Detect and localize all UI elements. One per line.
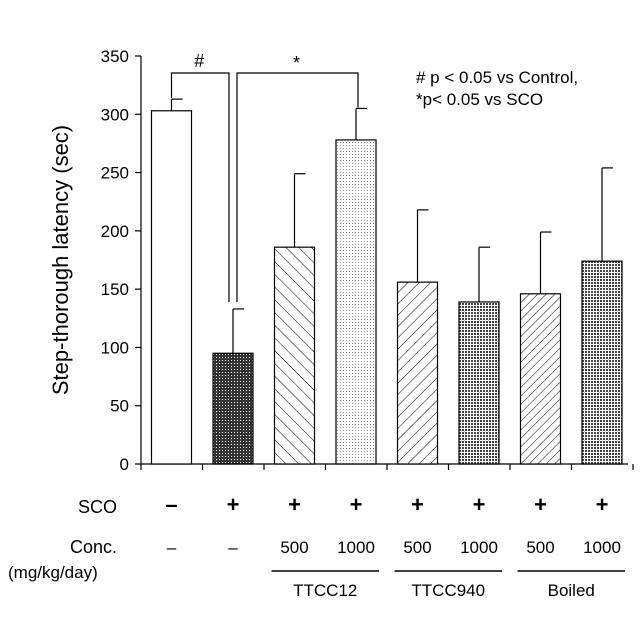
- conc-value: –: [228, 538, 238, 557]
- bar: [398, 282, 438, 464]
- sco-value: +: [534, 492, 547, 517]
- conc-value: 500: [403, 538, 431, 557]
- y-tick-label: 300: [101, 105, 129, 124]
- y-tick-label: 200: [101, 222, 129, 241]
- bar: [152, 111, 192, 464]
- conc-value: –: [167, 538, 177, 557]
- y-tick-label: 250: [101, 164, 129, 183]
- sco-value: +: [473, 492, 486, 517]
- bar: [459, 302, 499, 464]
- sco-value: –: [165, 492, 177, 517]
- sco-value: +: [227, 492, 240, 517]
- group-label: TTCC12: [293, 581, 357, 600]
- bar: [275, 247, 315, 464]
- group-label: TTCC940: [411, 581, 485, 600]
- sco-value: +: [350, 492, 363, 517]
- sco-value: +: [596, 492, 609, 517]
- y-tick-label: 100: [101, 338, 129, 357]
- y-tick-label: 0: [120, 455, 129, 474]
- bars: [152, 99, 623, 464]
- conc-value: 1000: [337, 538, 375, 557]
- conc-value: 500: [280, 538, 308, 557]
- conc-value: 1000: [460, 538, 498, 557]
- significance-mark-hash: #: [194, 51, 204, 71]
- significance-mark-star: *: [293, 53, 300, 73]
- annotation-line-2: *p< 0.05 vs SCO: [416, 90, 543, 109]
- y-tick-label: 50: [110, 397, 129, 416]
- bar: [336, 140, 376, 464]
- sco-value: +: [288, 492, 301, 517]
- conc-value: 500: [526, 538, 554, 557]
- bar: [582, 261, 622, 464]
- y-axis-label: Step-thorough latency (sec): [48, 125, 73, 395]
- group-label: Boiled: [548, 581, 595, 600]
- annotation-line-1: # p < 0.05 vs Control,: [416, 68, 578, 87]
- conc-row-label: Conc.: [70, 537, 117, 557]
- sco-value: +: [411, 492, 424, 517]
- y-tick-label: 350: [101, 47, 129, 66]
- conc-unit-label: (mg/kg/day): [8, 563, 98, 582]
- bar: [521, 294, 561, 464]
- conc-value: 1000: [583, 538, 621, 557]
- y-tick-label: 150: [101, 280, 129, 299]
- bar: [213, 353, 253, 464]
- sco-row-label: SCO: [78, 497, 117, 517]
